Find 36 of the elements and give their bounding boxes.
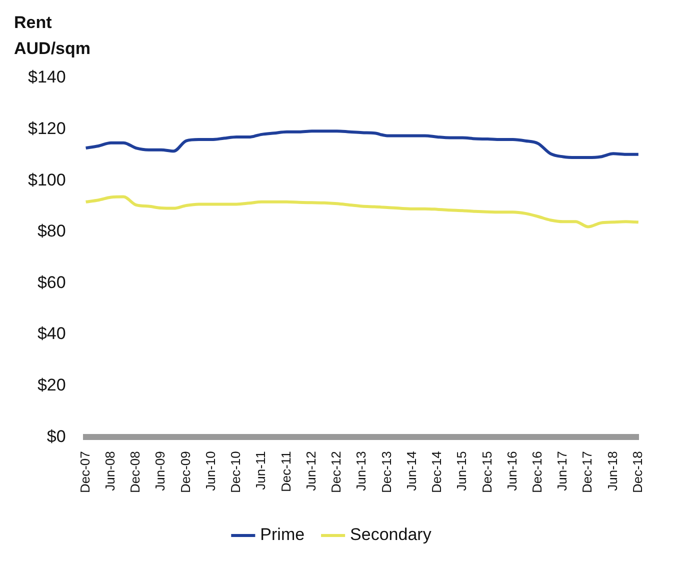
- x-tick-label: Dec-10: [228, 451, 244, 494]
- x-tick-label: Dec-08: [128, 451, 143, 494]
- y-tick-label: $120: [28, 118, 66, 138]
- x-tick-label: Jun-15: [454, 451, 470, 491]
- x-tick-label: Dec-15: [479, 451, 494, 494]
- x-tick-label: Dec-16: [530, 451, 545, 494]
- x-tick-label: Dec-14: [429, 451, 444, 494]
- x-tick-label: Dec-13: [378, 451, 394, 494]
- x-tick-label: Jun-12: [303, 451, 318, 491]
- x-tick-label: Dec-17: [580, 451, 595, 494]
- y-tick-label: $100: [28, 170, 66, 190]
- x-tick-label: Jun-14: [404, 451, 419, 491]
- x-tick-label: Dec-11: [278, 451, 294, 492]
- y-axis-title: Rent AUD/sqm: [14, 12, 92, 60]
- legend-label: Secondary: [350, 525, 432, 544]
- y-tick-label: $60: [37, 272, 66, 292]
- x-tick-label: Dec-12: [328, 451, 344, 494]
- x-tick-label: Jun-08: [102, 451, 118, 491]
- line-series: [84, 195, 640, 228]
- x-tick-label: Dec-07: [77, 451, 92, 494]
- line-series: [84, 130, 640, 160]
- x-tick-label: Jun-11: [253, 451, 268, 490]
- y-tick-label: $0: [46, 426, 66, 446]
- x-tick-label: Jun-09: [152, 451, 168, 491]
- y-tick-label: $140: [28, 68, 66, 87]
- x-tick-label: Jun-17: [554, 451, 570, 491]
- y-tick-label: $20: [37, 375, 66, 394]
- x-tick-label: Dec-09: [178, 451, 193, 494]
- x-tick-label: Jun-10: [202, 451, 218, 491]
- x-tick-label: Jun-16: [504, 451, 520, 491]
- y-tick-label: $40: [37, 324, 66, 344]
- y-tick-label: $80: [37, 222, 66, 241]
- x-tick-label: Jun-13: [354, 451, 369, 491]
- x-tick-label: Dec-18: [630, 451, 645, 494]
- legend-label: Prime: [260, 525, 305, 544]
- x-tick-label: Jun-18: [604, 451, 620, 491]
